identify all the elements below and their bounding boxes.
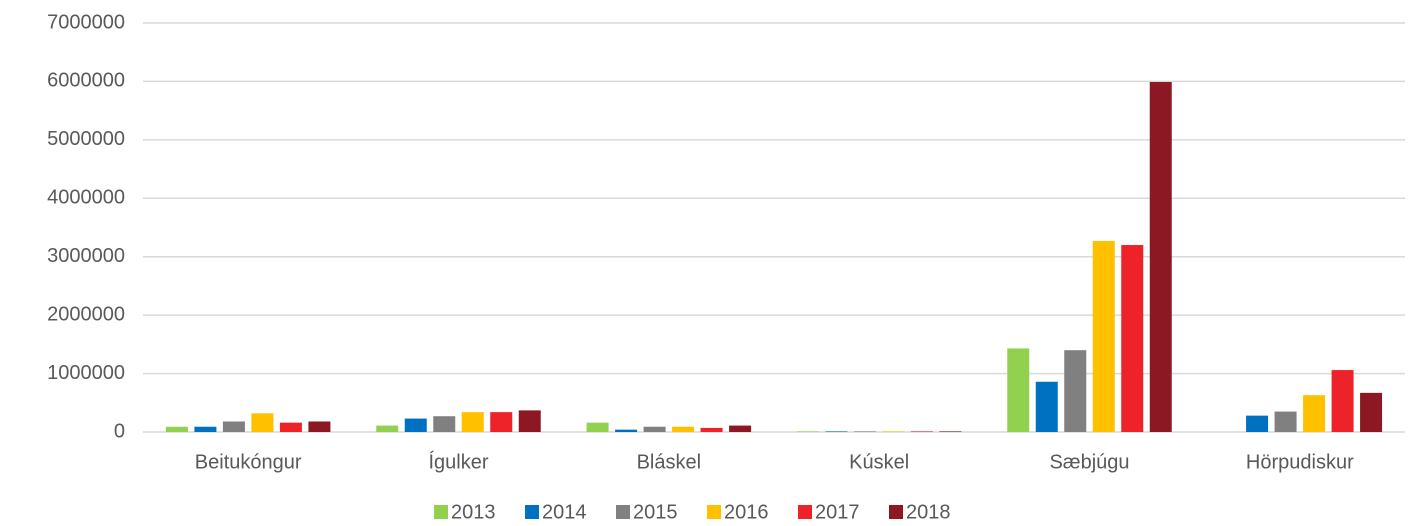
legend-swatch: [798, 505, 812, 519]
bar: [729, 425, 752, 432]
legend-label: 2018: [906, 501, 951, 523]
bar: [615, 429, 638, 432]
y-tick-label: 2000000: [47, 303, 125, 325]
legend-swatch: [889, 505, 903, 519]
x-tick-label: Sæbjúgu: [1049, 451, 1129, 473]
bar: [1360, 392, 1383, 432]
bar: [825, 431, 848, 432]
x-tick-label: Ígulker: [428, 450, 488, 473]
bar: [404, 418, 427, 432]
bar: [700, 427, 723, 432]
bar: [586, 422, 609, 432]
bar: [1121, 245, 1144, 432]
bar: [1092, 240, 1115, 432]
legend-swatch: [525, 505, 539, 519]
bar: [910, 431, 933, 432]
bar: [853, 431, 876, 432]
bar: [1274, 411, 1297, 432]
bar: [165, 426, 188, 432]
bar: [1303, 395, 1326, 432]
bar: [461, 412, 484, 432]
legend-swatch: [707, 505, 721, 519]
x-tick-label: Kúskel: [849, 451, 909, 473]
bar: [1007, 348, 1030, 432]
bar: [672, 426, 695, 432]
bar: [518, 410, 541, 432]
bar: [1064, 350, 1087, 432]
y-tick-label: 6000000: [47, 70, 125, 92]
bar: [939, 431, 962, 432]
y-tick-label: 5000000: [47, 128, 125, 150]
bar: [308, 421, 331, 432]
y-tick-label: 0: [114, 420, 125, 442]
bar: [1035, 381, 1058, 432]
legend-swatch: [616, 505, 630, 519]
legend-label: 2017: [815, 501, 860, 523]
bar: [279, 422, 302, 432]
legend-label: 2013: [451, 501, 496, 523]
bar: [222, 421, 245, 432]
bar: [1246, 415, 1269, 432]
legend-swatch: [434, 505, 448, 519]
y-tick-label: 4000000: [47, 187, 125, 209]
bar: [376, 425, 399, 432]
y-tick-label: 7000000: [47, 11, 125, 33]
legend-label: 2014: [542, 501, 587, 523]
bar: [194, 426, 217, 432]
bar: [643, 426, 666, 432]
x-tick-label: Beitukóngur: [195, 451, 302, 473]
legend-label: 2015: [633, 501, 678, 523]
x-tick-label: Hörpudiskur: [1246, 451, 1354, 473]
y-tick-label: 3000000: [47, 245, 125, 267]
bar: [1331, 370, 1354, 432]
legend-label: 2016: [724, 501, 769, 523]
bar: [251, 413, 274, 432]
bar: [433, 416, 456, 432]
bar: [796, 431, 819, 432]
bar: [882, 431, 905, 432]
y-tick-label: 1000000: [47, 362, 125, 384]
bar: [490, 412, 513, 432]
x-tick-label: Bláskel: [637, 451, 701, 473]
bar: [1149, 82, 1172, 433]
